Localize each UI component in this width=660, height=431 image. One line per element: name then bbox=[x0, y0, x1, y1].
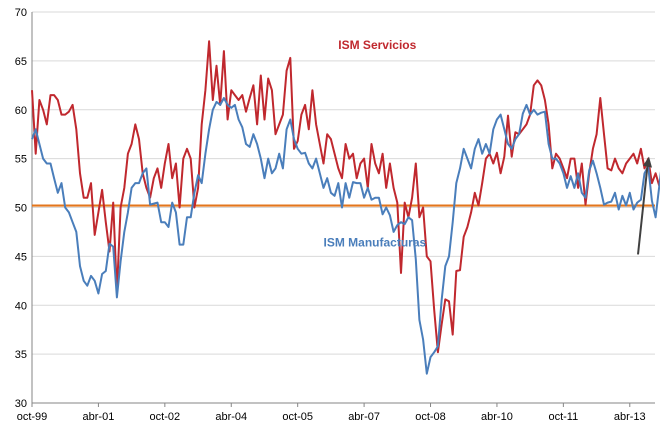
series-labels: ISM Servicios ISM Manufacturas bbox=[324, 38, 427, 249]
trend-arrow-group bbox=[637, 156, 652, 255]
x-tick-label: abr-01 bbox=[83, 411, 115, 423]
x-tick-label: oct-02 bbox=[150, 411, 181, 423]
y-tick-label: 50 bbox=[15, 203, 27, 215]
series-group bbox=[31, 40, 660, 375]
y-tick-label: 30 bbox=[15, 398, 27, 410]
trend-arrow-shaft bbox=[637, 163, 649, 255]
axes bbox=[31, 12, 655, 407]
y-tick-label: 35 bbox=[15, 349, 27, 361]
x-axis-tick-labels: oct-99 abr-01 oct-02 abr-04 oct-05 abr-07 oct-… bbox=[17, 411, 646, 423]
trend-arrow-head bbox=[643, 156, 652, 168]
y-tick-label: 70 bbox=[15, 7, 27, 19]
x-tick-label: oct-08 bbox=[415, 411, 446, 423]
label-ism-manufacturas: ISM Manufacturas bbox=[324, 236, 427, 250]
x-tick-label: oct-05 bbox=[282, 411, 313, 423]
x-tick-label: oct-11 bbox=[548, 411, 578, 423]
series-line-ism-manufacturas bbox=[31, 97, 660, 375]
x-tick-label: oct-99 bbox=[17, 411, 48, 423]
x-tick-label: abr-04 bbox=[215, 411, 247, 423]
y-axis-tick-labels: 30 35 40 45 50 55 60 65 70 bbox=[15, 7, 27, 410]
y-tick-label: 40 bbox=[15, 300, 27, 312]
x-tick-label: abr-10 bbox=[481, 411, 513, 423]
y-tick-label: 55 bbox=[15, 154, 27, 166]
x-tick-label: abr-07 bbox=[348, 411, 380, 423]
x-tick-label: abr-13 bbox=[614, 411, 646, 423]
y-tick-label: 45 bbox=[15, 251, 27, 263]
label-ism-servicios: ISM Servicios bbox=[338, 38, 416, 52]
y-tick-label: 65 bbox=[15, 56, 27, 68]
y-tick-label: 60 bbox=[15, 105, 27, 117]
